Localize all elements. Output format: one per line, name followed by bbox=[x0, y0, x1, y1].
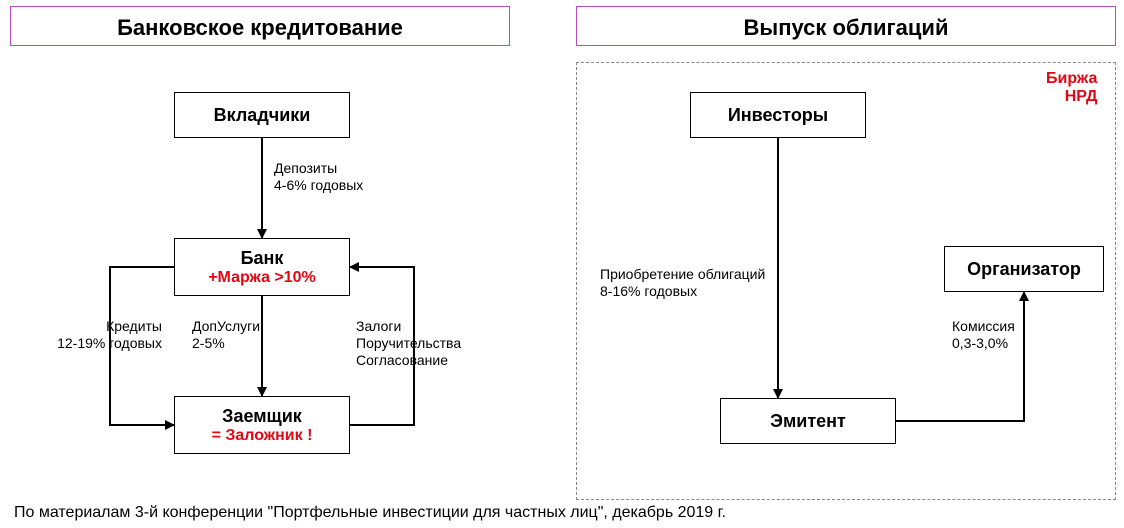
addserv-l2: 2-5% bbox=[192, 335, 225, 351]
title-right-text: Выпуск облигаций bbox=[744, 15, 949, 40]
fee-l2: 0,3-3,0% bbox=[952, 335, 1008, 351]
node-organizer: Организатор bbox=[944, 246, 1104, 292]
footnote-text: По материалам 3-й конференции "Портфельн… bbox=[14, 504, 726, 521]
depositors-label: Вкладчики bbox=[214, 105, 311, 126]
collat-l3: Согласование bbox=[356, 352, 448, 368]
footnote: По материалам 3-й конференции "Портфельн… bbox=[14, 504, 726, 522]
purchase-l2: 8-16% годовых bbox=[600, 283, 697, 299]
fee-l1: Комиссия bbox=[952, 318, 1015, 334]
node-bank: Банк +Маржа >10% bbox=[174, 238, 350, 296]
credits-l2: 12-19% годовых bbox=[57, 335, 162, 351]
deposits-l2: 4-6% годовых bbox=[274, 177, 363, 193]
collat-l2: Поручительства bbox=[356, 335, 461, 351]
title-right: Выпуск облигаций bbox=[576, 6, 1116, 46]
investors-label: Инвесторы bbox=[728, 105, 828, 126]
label-purchase: Приобретение облигаций 8-16% годовых bbox=[600, 266, 765, 300]
node-investors: Инвесторы bbox=[690, 92, 866, 138]
label-credits: Кредиты 12-19% годовых bbox=[42, 318, 162, 352]
title-left: Банковское кредитование bbox=[10, 6, 510, 46]
diagram-stage: Банковское кредитование Выпуск облигаций… bbox=[0, 0, 1124, 528]
bank-sub: +Маржа >10% bbox=[208, 269, 316, 287]
issuer-label: Эмитент bbox=[770, 411, 846, 432]
node-issuer: Эмитент bbox=[720, 398, 896, 444]
collat-l1: Залоги bbox=[356, 318, 401, 334]
label-fee: Комиссия 0,3-3,0% bbox=[952, 318, 1015, 352]
node-depositors: Вкладчики bbox=[174, 92, 350, 138]
node-borrower: Заемщик = Заложник ! bbox=[174, 396, 350, 454]
credits-l1: Кредиты bbox=[106, 318, 162, 334]
purchase-l1: Приобретение облигаций bbox=[600, 266, 765, 282]
organizer-label: Организатор bbox=[967, 259, 1081, 280]
label-collateral: Залоги Поручительства Согласование bbox=[356, 318, 461, 368]
bank-label: Банк bbox=[241, 248, 284, 269]
corner-l2: НРД bbox=[1065, 88, 1098, 105]
deposits-l1: Депозиты bbox=[274, 160, 337, 176]
label-addservices: ДопУслуги 2-5% bbox=[192, 318, 260, 352]
borrower-sub: = Заложник ! bbox=[212, 427, 313, 445]
addserv-l1: ДопУслуги bbox=[192, 318, 260, 334]
corner-l1: Биржа bbox=[1046, 70, 1097, 87]
title-left-text: Банковское кредитование bbox=[117, 15, 403, 40]
borrower-label: Заемщик bbox=[222, 406, 302, 427]
label-deposits: Депозиты 4-6% годовых bbox=[274, 160, 363, 194]
exchange-corner-label: Биржа НРД bbox=[1046, 70, 1097, 107]
